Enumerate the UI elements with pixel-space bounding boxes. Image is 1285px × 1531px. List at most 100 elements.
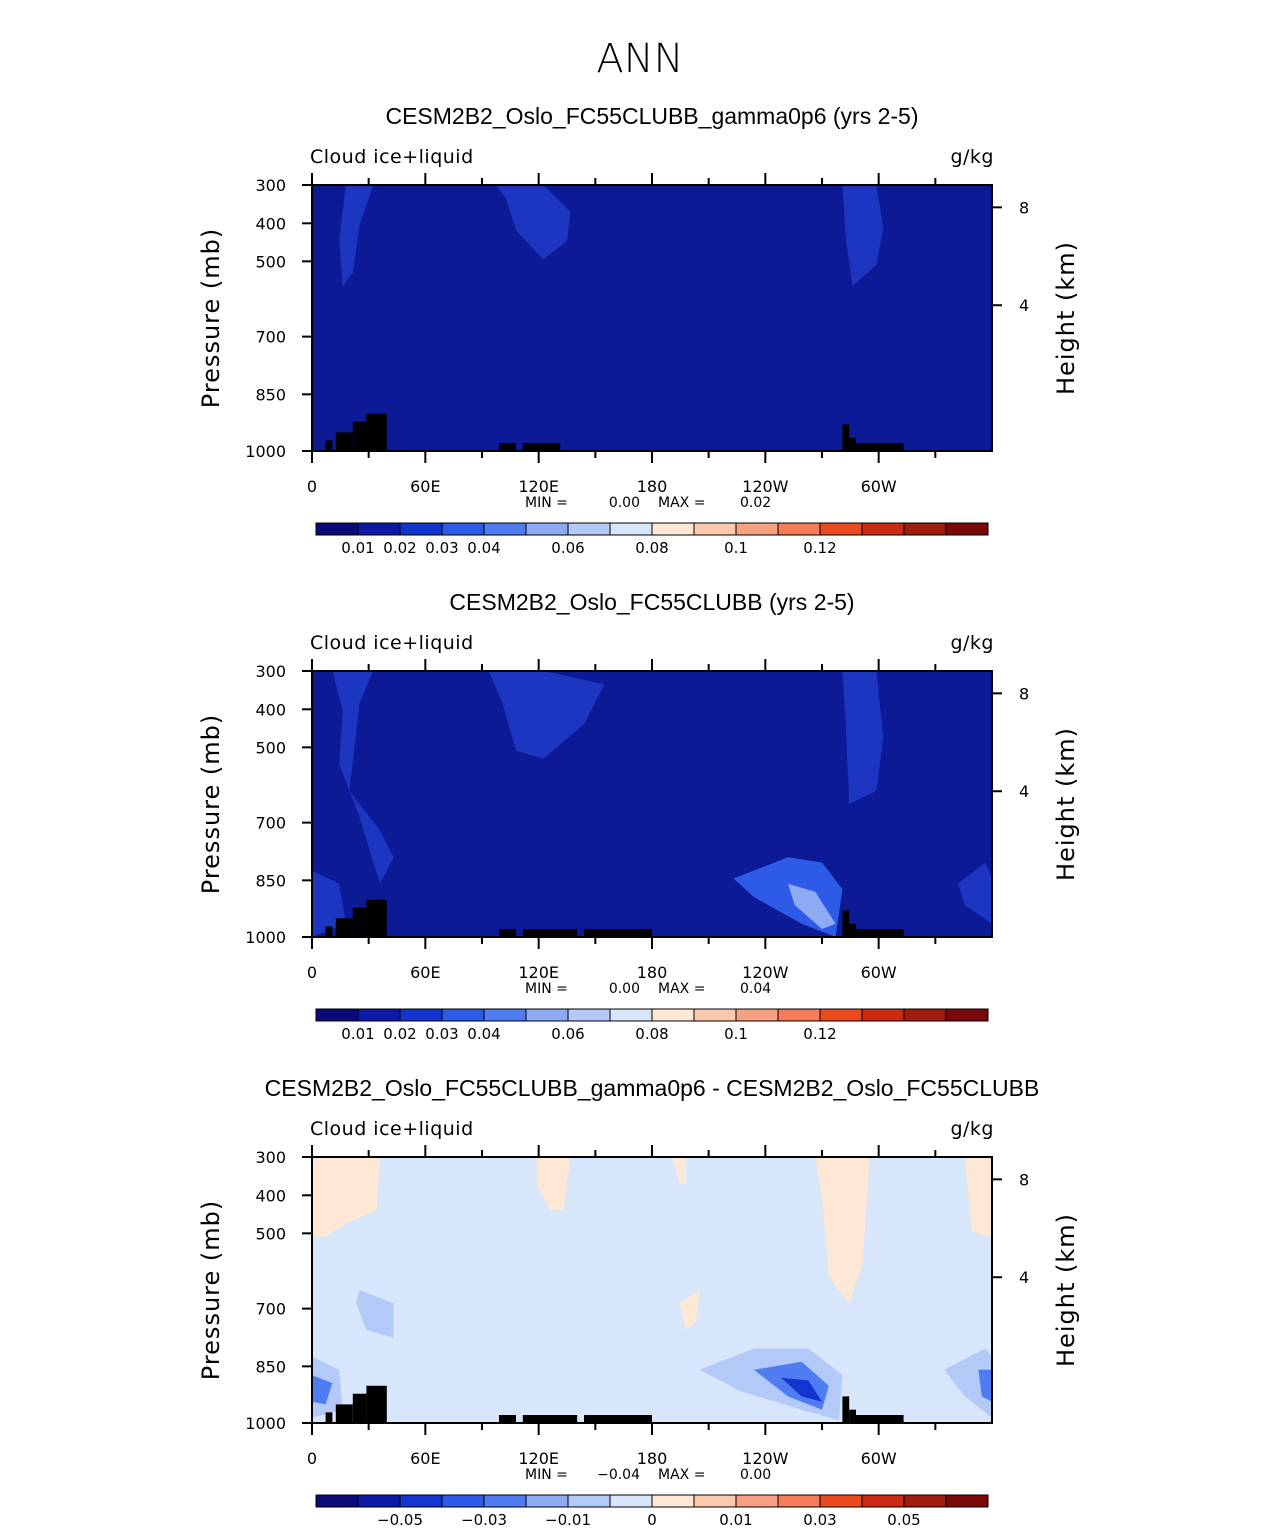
colorbar-label: 0.08 <box>635 539 668 557</box>
y-tick-label: 700 <box>255 1300 286 1319</box>
terrain-block <box>366 1385 387 1423</box>
terrain-block <box>325 1412 333 1423</box>
field-background <box>312 1157 992 1423</box>
colorbar-box <box>903 1494 947 1508</box>
max-value: 0.02 <box>740 495 771 511</box>
colorbar-box <box>693 1494 737 1508</box>
terrain-block <box>335 432 353 451</box>
y2-tick-label: 4 <box>1019 296 1029 315</box>
contour-region <box>788 883 836 929</box>
max-label: MAX = <box>658 1467 705 1483</box>
terrain-block <box>856 443 904 451</box>
colorbar-label: 0.12 <box>803 539 836 557</box>
terrain-block <box>366 899 387 937</box>
colorbar-box <box>483 522 527 536</box>
contour-region <box>332 671 394 884</box>
colorbar-label: 0.1 <box>724 539 748 557</box>
main-title: ANN <box>596 36 683 82</box>
colorbar-box <box>819 1494 863 1508</box>
colorbar-box <box>399 522 443 536</box>
terrain-block <box>849 1409 856 1423</box>
colorbar-box <box>441 522 485 536</box>
panel-title: CESM2B2_Oslo_FC55CLUBB_gamma0p6 (yrs 2-5… <box>385 103 918 129</box>
colorbar-box <box>525 1008 569 1022</box>
colorbar-box <box>777 1494 821 1508</box>
contour-region <box>679 1290 700 1330</box>
min-label: MIN = <box>525 495 568 511</box>
colorbar-label: 0.05 <box>887 1511 920 1529</box>
colorbar-box <box>609 1494 653 1508</box>
y-tick-label: 400 <box>255 1186 286 1205</box>
contour-region <box>978 1369 992 1402</box>
colorbar-box <box>483 1008 527 1022</box>
y2-tick-label: 4 <box>1019 782 1029 801</box>
colorbar-box <box>945 1494 989 1508</box>
contour-region <box>944 1348 992 1418</box>
colorbar-label: 0.03 <box>425 539 458 557</box>
terrain-block <box>842 424 850 451</box>
y-axis-title: Pressure (mb) <box>197 228 225 408</box>
colorbar-label: 0.04 <box>467 539 500 557</box>
min-value: −0.04 <box>597 1467 640 1483</box>
colorbar-box <box>567 522 611 536</box>
colorbar-label: 0 <box>647 1511 657 1529</box>
y-tick-label: 850 <box>255 871 286 890</box>
colorbar: −0.05 −0.03 −0.01 0 0.01 0.03 0.05 <box>315 1494 989 1529</box>
max-label: MAX = <box>658 981 705 997</box>
terrain-block <box>522 1415 578 1423</box>
colorbar-box <box>609 1008 653 1022</box>
y-tick-label: 500 <box>255 1224 286 1243</box>
y-axis-title: Pressure (mb) <box>197 1200 225 1380</box>
colorbar-label: 0.08 <box>635 1025 668 1043</box>
x-tick-label: 60W <box>861 1449 897 1468</box>
colorbar-box <box>567 1494 611 1508</box>
colorbar-box <box>735 1008 779 1022</box>
colorbar-box <box>861 1494 905 1508</box>
terrain-block <box>584 929 652 937</box>
colorbar-box <box>945 1008 989 1022</box>
terrain-block <box>335 918 353 937</box>
colorbar-box <box>735 522 779 536</box>
colorbar-label: 0.1 <box>724 1025 748 1043</box>
contour-region <box>536 1157 571 1211</box>
colorbar-box <box>777 522 821 536</box>
colorbar: 0.01 0.02 0.03 0.04 0.06 0.08 0.1 0.12 <box>315 522 989 557</box>
y2-axis-title: Height (km) <box>1052 1213 1080 1367</box>
colorbar-label: −0.05 <box>377 1511 423 1529</box>
x-tick-label: 120W <box>742 477 789 496</box>
colorbar-box <box>567 1008 611 1022</box>
contour-region <box>312 1375 333 1405</box>
contour-region <box>815 1157 870 1304</box>
y2-tick-label: 8 <box>1019 1170 1029 1189</box>
terrain-block <box>842 910 850 937</box>
x-tick-label: 0 <box>307 1449 317 1468</box>
y-tick-label: 300 <box>255 662 286 681</box>
terrain-block <box>842 1396 850 1423</box>
x-tick-label: 60E <box>410 477 440 496</box>
x-tick-label: 180 <box>637 963 668 982</box>
panel-title: CESM2B2_Oslo_FC55CLUBB (yrs 2-5) <box>449 589 854 615</box>
colorbar-box <box>735 1494 779 1508</box>
colorbar-label: 0.12 <box>803 1025 836 1043</box>
x-tick-label: 120W <box>742 963 789 982</box>
colorbar-label: 0.01 <box>341 539 374 557</box>
colorbar-box <box>861 1008 905 1022</box>
terrain-block <box>856 1415 904 1423</box>
colorbar-label: 0.06 <box>551 1025 584 1043</box>
y-tick-label: 300 <box>255 1148 286 1167</box>
colorbar-box <box>315 522 359 536</box>
field <box>312 671 992 937</box>
terrain-block <box>849 923 856 937</box>
x-tick-label: 60E <box>410 1449 440 1468</box>
terrain-block <box>856 929 904 937</box>
y-tick-label: 850 <box>255 385 286 404</box>
terrain-block <box>849 437 856 451</box>
max-value: 0.04 <box>740 981 771 997</box>
colorbar-box <box>651 1494 695 1508</box>
colorbar-box <box>357 1008 401 1022</box>
colorbar-box <box>819 1008 863 1022</box>
contour-region <box>964 1157 992 1237</box>
min-label: MIN = <box>525 981 568 997</box>
y-tick-label: 500 <box>255 738 286 757</box>
terrain-block <box>499 443 516 451</box>
